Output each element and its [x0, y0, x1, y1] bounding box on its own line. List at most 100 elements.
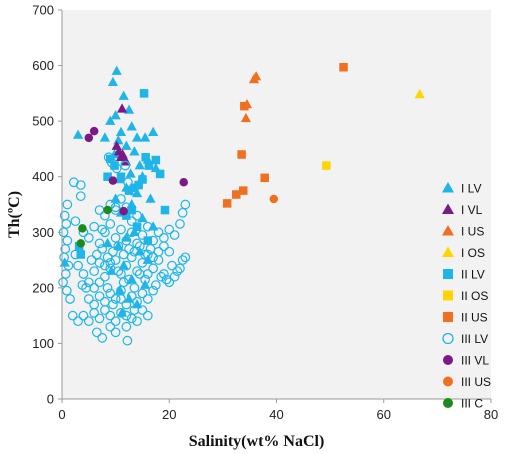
legend-label-iii-lv: III LV	[461, 332, 488, 346]
point-iii-lv-64	[129, 246, 140, 257]
point-iii-lv-45	[100, 271, 110, 282]
point-iii-lv-83	[89, 308, 100, 318]
point-iii-lv-114	[94, 277, 105, 288]
point-iii-lv-53	[142, 249, 153, 260]
point-ii-us-5	[260, 173, 269, 183]
point-ii-lv-18	[143, 236, 153, 245]
point-iii-lv-49	[121, 260, 132, 271]
point-iii-vl-4	[179, 178, 188, 187]
point-ii-us-2	[239, 186, 248, 195]
point-iii-lv-120	[177, 255, 188, 265]
point-iii-lv-93	[122, 335, 133, 346]
point-iii-lv-35	[177, 207, 188, 218]
point-iii-lv-147	[126, 185, 137, 196]
point-i-lv-25	[131, 187, 143, 198]
point-iii-lv-48	[116, 269, 126, 279]
point-iii-lv-85	[100, 305, 110, 315]
point-iii-lv-121	[110, 202, 121, 213]
point-ii-us-3	[237, 150, 246, 159]
point-iii-lv-28	[148, 235, 159, 246]
point-iii-lv-112	[132, 210, 142, 221]
point-iii-lv-81	[78, 310, 89, 321]
point-iii-lv-33	[175, 219, 185, 229]
point-iii-lv-135	[116, 294, 126, 304]
point-i-lv-10	[72, 129, 84, 139]
legend-label-ii-os: II OS	[461, 289, 488, 303]
point-iii-lv-89	[121, 321, 132, 332]
point-ii-us-6	[339, 62, 348, 72]
y-tick-label-300: 300	[32, 225, 54, 240]
point-i-vl-5	[116, 103, 128, 113]
point-iii-lv-41	[78, 269, 89, 279]
point-i-lv-1	[111, 65, 122, 75]
point-iii-lv-34	[180, 199, 191, 210]
point-iii-lv-123	[86, 255, 97, 265]
point-iii-lv-60	[108, 246, 118, 257]
point-iii-lv-127	[153, 246, 164, 257]
point-i-vl-3	[117, 148, 128, 159]
point-iii-us-0	[269, 194, 279, 204]
point-iii-lv-40	[73, 260, 83, 271]
point-iii-lv-10	[65, 294, 75, 304]
point-iii-lv-138	[121, 310, 132, 321]
point-ii-lv-7	[124, 186, 134, 195]
point-i-lv-12	[121, 140, 132, 150]
legend-item-ii-os: II OS	[443, 289, 488, 303]
point-iii-lv-59	[102, 252, 113, 263]
point-iii-lv-94	[105, 321, 116, 332]
y-axis-title: Th(ºC)	[6, 191, 23, 238]
point-iii-lv-13	[62, 199, 73, 210]
point-iii-lv-117	[161, 274, 172, 285]
point-i-lv-8	[99, 132, 110, 142]
point-iii-lv-128	[159, 241, 169, 252]
point-iii-lv-82	[83, 316, 94, 327]
point-iii-lv-91	[92, 327, 102, 338]
point-iii-lv-132	[113, 266, 124, 277]
point-iii-lv-68	[83, 294, 94, 304]
point-iii-lv-42	[83, 277, 94, 288]
point-iii-lv-95	[110, 327, 121, 338]
point-i-lv-31	[148, 221, 159, 231]
point-iii-lv-90	[126, 313, 137, 324]
point-iii-lv-145	[120, 160, 131, 171]
y-tick-label-100: 100	[32, 336, 54, 351]
point-iii-lv-73	[110, 294, 121, 304]
point-iii-lv-43	[89, 266, 100, 277]
point-ii-us-0	[222, 199, 232, 208]
point-iii-lv-61	[113, 241, 124, 252]
x-tick-label-60: 60	[377, 407, 391, 422]
point-iii-lv-84	[94, 313, 105, 324]
point-iii-lv-16	[83, 232, 94, 243]
point-iii-lv-113	[89, 283, 100, 293]
point-iii-vl-2	[108, 176, 118, 185]
point-i-lv-15	[129, 146, 140, 156]
point-ii-lv-16	[122, 211, 131, 220]
point-iii-lv-72	[105, 288, 116, 299]
point-iii-lv-36	[180, 252, 191, 263]
point-i-lv-4	[105, 115, 116, 125]
point-i-lv-19	[134, 160, 145, 170]
point-iii-lv-126	[148, 252, 159, 263]
legend-marker-i-os	[442, 246, 454, 257]
point-iii-lv-51	[132, 266, 142, 277]
point-i-lv-30	[137, 212, 148, 223]
point-iii-lv-141	[75, 180, 86, 190]
point-iii-lv-131	[105, 258, 116, 268]
point-iii-lv-129	[164, 246, 175, 257]
legend-item-iii-vl: III VL	[443, 354, 489, 368]
point-iii-lv-27	[142, 221, 153, 232]
point-iii-lv-22	[116, 224, 126, 235]
point-iii-lv-79	[142, 294, 153, 304]
point-iii-lv-12	[75, 191, 86, 202]
point-ii-lv-10	[138, 175, 147, 184]
legend-marker-iii-lv	[442, 332, 454, 345]
point-i-lv-6	[115, 126, 127, 137]
x-tick-label-20: 20	[162, 407, 176, 422]
point-iii-c-0	[78, 224, 87, 233]
point-iii-lv-58	[97, 244, 108, 254]
point-i-lv-14	[148, 126, 159, 137]
point-iii-lv-142	[103, 152, 114, 163]
point-iii-lv-136	[108, 299, 118, 310]
